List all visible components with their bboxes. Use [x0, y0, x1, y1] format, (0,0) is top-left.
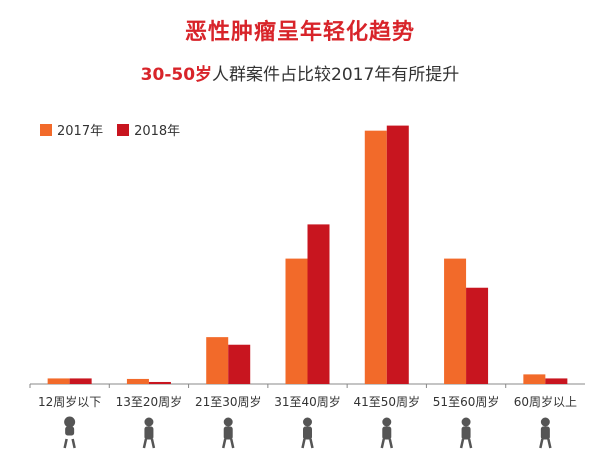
x-tick-label-1: 13至20周岁	[116, 394, 183, 409]
middle-aged-icon	[380, 417, 394, 449]
adult-briefcase-icon	[301, 417, 314, 449]
bar-2018-5	[466, 287, 489, 384]
bar-2017-6	[523, 374, 546, 384]
x-tick-label-3: 31至40周岁	[274, 394, 341, 409]
legend-label-2018: 2018年	[134, 124, 181, 139]
bar-2018-6	[545, 378, 568, 384]
legend-item-2017: 2017年	[40, 120, 103, 139]
chart-title: 恶性肿瘤呈年轻化趋势	[184, 20, 415, 45]
legend-item-2018: 2018年	[117, 120, 180, 139]
elderly-cane-icon	[539, 417, 552, 449]
chart-subtitle: 30-50岁人群案件占比较2017年有所提升	[0, 60, 600, 85]
legend-swatch-2017	[40, 123, 52, 136]
legend: 2017年 2018年	[40, 120, 180, 139]
child-ball-icon	[142, 417, 156, 449]
traveler-luggage-icon	[459, 417, 473, 449]
x-tick-label-4: 41至50周岁	[354, 394, 421, 409]
legend-label-2017: 2017年	[57, 124, 104, 139]
baby-icon	[63, 416, 76, 449]
x-tick-label-2: 21至30周岁	[195, 394, 262, 409]
bar-2018-1	[148, 381, 171, 384]
bar-2017-2	[206, 337, 229, 384]
bar-2018-0	[69, 378, 92, 384]
bar-2017-1	[126, 378, 149, 384]
subtitle-text: 人群案件占比较2017年有所提升	[212, 65, 460, 85]
bar-2018-4	[386, 125, 409, 384]
bar-2018-3	[307, 224, 330, 384]
x-tick-label-0: 12周岁以下	[38, 394, 101, 409]
x-tick-label-6: 60周岁以上	[514, 394, 577, 409]
bar-2017-0	[47, 378, 70, 384]
x-tick-label-5: 51至60周岁	[433, 394, 500, 409]
bar-2017-3	[285, 258, 308, 384]
young-adult-icon	[221, 417, 235, 449]
subtitle-highlight: 30-50岁	[140, 65, 213, 85]
legend-swatch-2018	[117, 123, 130, 136]
bar-2017-5	[444, 258, 467, 384]
bar-2018-2	[228, 344, 251, 384]
bar-2017-4	[364, 130, 387, 384]
